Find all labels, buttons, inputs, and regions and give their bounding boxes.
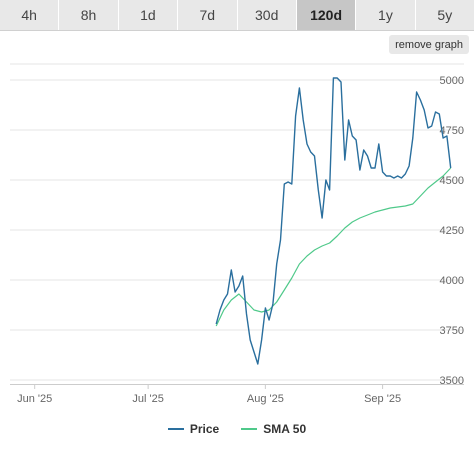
tab-4h[interactable]: 4h (0, 0, 60, 30)
price-line[interactable] (215, 77, 452, 365)
y-tick-label: 4000 (440, 275, 464, 287)
grid-lines (10, 63, 464, 385)
tab-7d[interactable]: 7d (178, 0, 238, 30)
legend-label-price: Price (189, 422, 220, 436)
y-tick-label: 3750 (440, 325, 464, 337)
x-tick-label: Aug '25 (247, 393, 284, 405)
tab-1d[interactable]: 1d (118, 0, 179, 30)
x-tick-label: Jun '25 (17, 393, 52, 405)
price-chart: 3500 3750 4000 4250 4500 4750 5000 Jun '25 Jul … (10, 63, 464, 405)
tab-8h[interactable]: 8h (59, 0, 119, 30)
legend-swatch-sma (241, 428, 258, 430)
y-tick-label: 5000 (440, 75, 464, 87)
legend-item-sma[interactable]: SMA 50 (241, 422, 306, 436)
timeframe-tabs: 4h 8h 1d 7d 30d 120d 1y 5y (0, 0, 474, 31)
y-tick-label: 3500 (440, 375, 464, 387)
legend-label-sma: SMA 50 (263, 422, 307, 436)
x-tick-label: Jul '25 (132, 393, 163, 405)
x-tick-label: Sep '25 (364, 393, 401, 405)
chart-legend: Price SMA 50 (0, 421, 474, 437)
y-tick-label: 4750 (440, 125, 464, 137)
tab-5y[interactable]: 5y (415, 0, 474, 30)
tab-1y[interactable]: 1y (356, 0, 416, 30)
y-tick-label: 4250 (440, 225, 464, 237)
sma-50-line[interactable] (215, 167, 452, 327)
x-axis-ticks: Jun '25 Jul '25 Aug '25 Sep '25 (17, 384, 401, 405)
y-tick-label: 4500 (440, 175, 464, 187)
legend-item-price[interactable]: Price (167, 422, 220, 436)
legend-swatch-price (167, 428, 184, 430)
tab-30d[interactable]: 30d (237, 0, 297, 30)
y-axis-ticks: 3500 3750 4000 4250 4500 4750 5000 (440, 75, 464, 387)
remove-graph-button[interactable]: remove graph (389, 35, 469, 54)
tab-120d[interactable]: 120d (296, 0, 357, 30)
chart-series (215, 77, 452, 365)
